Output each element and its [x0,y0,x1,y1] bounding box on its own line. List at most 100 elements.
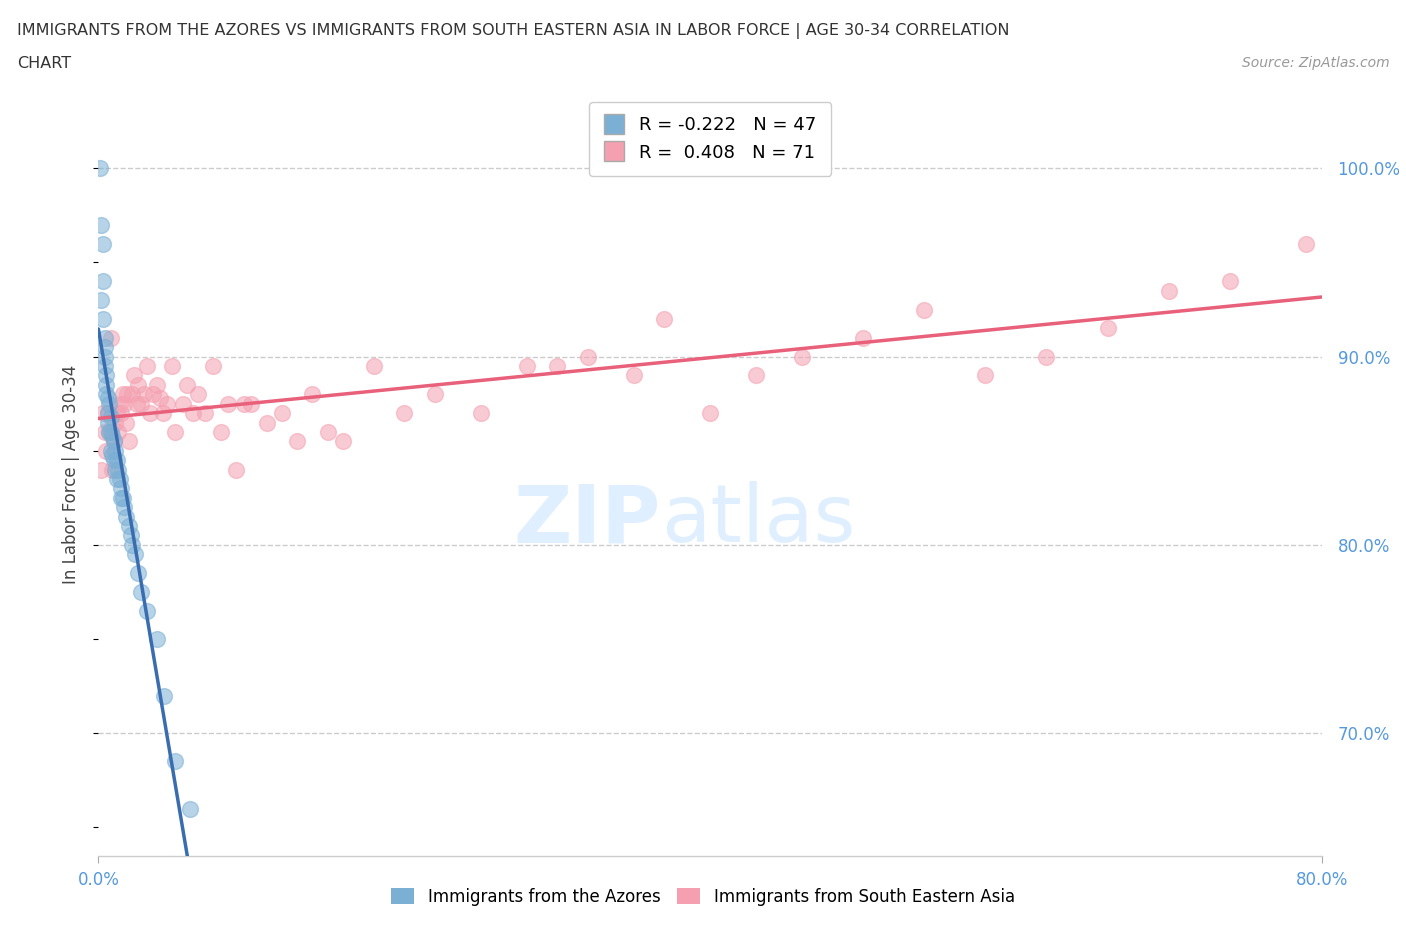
Point [100,409,122,424]
Point [316,424,339,439]
Point [163,754,186,769]
Point [179,801,201,816]
Point [129,585,152,600]
Point [125,396,148,411]
Point [120,528,142,543]
Point [110,481,132,496]
Point [93,359,115,374]
Point [152,405,174,420]
Point [91,312,114,326]
Point [117,387,139,402]
Point [240,396,263,411]
Point [852,330,875,345]
Point [202,359,225,374]
Point [107,462,129,477]
Point [90,293,112,308]
Point [301,387,323,402]
Point [121,538,143,552]
Point [98,424,121,439]
Point [1219,273,1241,288]
Text: Source: ZipAtlas.com: Source: ZipAtlas.com [1241,56,1389,70]
Point [112,396,135,411]
Point [1157,284,1180,299]
Point [136,604,159,618]
Point [115,415,138,430]
Point [124,547,146,562]
Point [225,462,247,477]
Point [94,444,117,458]
Text: atlas: atlas [661,481,855,559]
Point [103,453,125,468]
Point [108,396,131,411]
Point [209,424,232,439]
Point [97,405,120,420]
Point [100,330,122,345]
Point [118,519,141,534]
Point [129,396,152,411]
Point [104,444,127,458]
Point [217,396,239,411]
Point [115,510,138,525]
Point [194,405,217,420]
Point [97,415,120,430]
Point [100,424,122,439]
Point [94,378,117,392]
Point [332,434,354,449]
Point [121,387,143,402]
Point [423,387,446,402]
Point [89,161,111,176]
Point [105,453,128,468]
Point [1035,349,1057,364]
Point [149,391,172,405]
Point [118,434,141,449]
Point [172,396,194,411]
Y-axis label: In Labor Force | Age 30-34: In Labor Force | Age 30-34 [62,365,80,584]
Point [139,405,162,420]
Point [142,387,165,402]
Legend: R = -0.222   N = 47, R =  0.408   N = 71: R = -0.222 N = 47, R = 0.408 N = 71 [589,102,831,176]
Point [122,368,145,383]
Point [98,396,121,411]
Legend: Immigrants from the Azores, Immigrants from South Eastern Asia: Immigrants from the Azores, Immigrants f… [384,881,1022,912]
Point [136,359,159,374]
Point [90,218,112,232]
Point [623,368,645,383]
Point [105,472,128,486]
Point [90,462,112,477]
Point [93,349,115,364]
Point [104,462,127,477]
Point [112,499,135,514]
Point [103,434,125,449]
Point [1097,321,1119,336]
Point [111,387,134,402]
Point [94,387,117,402]
Point [699,405,721,420]
Point [101,462,124,477]
Point [127,565,149,580]
Point [1295,236,1317,251]
Point [107,424,129,439]
Point [93,424,115,439]
Point [110,490,132,505]
Point [101,447,124,462]
Point [104,415,127,430]
Point [974,368,997,383]
Point [145,378,167,392]
Point [93,330,115,345]
Point [145,631,167,646]
Point [101,428,124,443]
Point [232,396,254,411]
Point [470,405,492,420]
Point [91,273,114,288]
Point [153,688,176,703]
Point [91,236,114,251]
Point [156,396,179,411]
Point [270,405,292,420]
Point [363,359,385,374]
Point [127,378,149,392]
Point [516,359,538,374]
Point [103,434,125,449]
Point [134,387,156,402]
Point [181,405,204,420]
Point [94,368,117,383]
